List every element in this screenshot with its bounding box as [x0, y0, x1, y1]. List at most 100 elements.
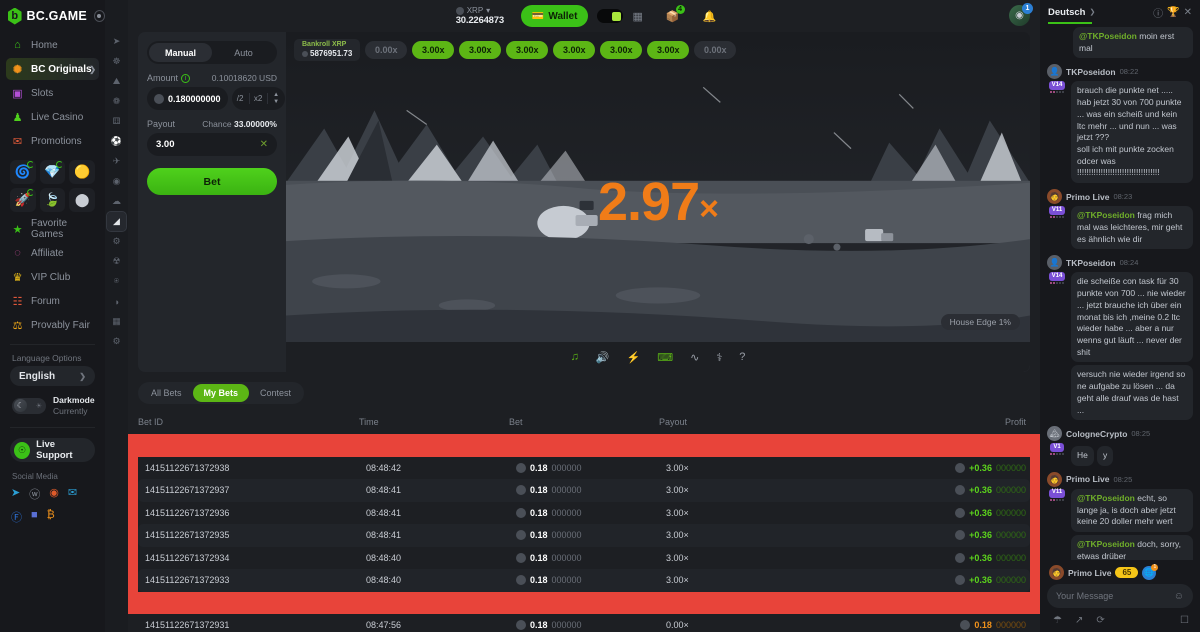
dice-rail-icon[interactable]: ⚅ [112, 116, 121, 126]
fast-icon[interactable]: ⚡ [626, 351, 641, 364]
table-row[interactable]: 14151122671372938 08:48:42 0.18 000000 3.… [138, 457, 1030, 480]
tab-manual[interactable]: Manual [149, 43, 212, 62]
telegram-icon[interactable]: ➤ [11, 487, 21, 500]
globe-icon[interactable]: 🌐 1 [1142, 563, 1159, 580]
keyboard-icon[interactable]: ⌨ [657, 351, 674, 364]
rocket2-rail-icon[interactable]: ✈ [112, 156, 121, 166]
reddit-icon[interactable]: ◉ [49, 487, 59, 500]
tab-auto[interactable]: Auto [234, 47, 253, 58]
brand-header[interactable]: b BC.GAME [0, 0, 105, 32]
halve-button[interactable]: /2 [236, 94, 244, 103]
stack-game-icon[interactable]: ⬤ [69, 188, 95, 212]
weibo-icon[interactable]: ⓦ [29, 489, 41, 502]
sound-icon[interactable]: 🔊 [595, 351, 610, 364]
darkmode-toggle[interactable]: ☾ ☀ [12, 397, 46, 414]
table-row[interactable]: 14151122671372933 08:48:40 0.18 000000 3.… [138, 569, 1030, 592]
message-username[interactable]: TKPoseidon [1066, 66, 1116, 77]
leaf-game-icon[interactable]: 🍃 [39, 188, 66, 212]
discord-icon[interactable]: ■ [31, 509, 38, 522]
chat-input[interactable]: Your Message ☺ [1047, 584, 1193, 608]
message-username[interactable]: TKPoseidon [1066, 257, 1116, 268]
flower-rail-icon[interactable]: ❁ [112, 96, 121, 106]
tip-icon[interactable]: ↗ [1074, 615, 1084, 626]
wheel-rail-icon[interactable]: ☸ [112, 56, 121, 66]
refresh-icon[interactable]: ⟳ [1096, 615, 1105, 626]
tab-contest[interactable]: Contest [260, 388, 292, 398]
avatar[interactable]: 👤 [1047, 64, 1062, 80]
sidebar-item-home[interactable]: ⌂ Home [6, 34, 99, 56]
spin-buttons[interactable]: ▲ ▼ [273, 92, 280, 105]
chat-language[interactable]: Deutsch [1048, 6, 1086, 18]
theme-toggle[interactable] [597, 9, 624, 23]
darkmode-row[interactable]: ☾ ☀ Darkmode Currently [0, 386, 105, 421]
table-row[interactable]: 14151122671372937 08:48:41 0.18 000000 3.… [138, 479, 1030, 502]
bitcointalk-icon[interactable]: ₿ [46, 509, 55, 522]
avatar[interactable]: 👤 [1047, 255, 1062, 271]
coin-badge[interactable]: 65 [1115, 567, 1139, 578]
emoji-icon[interactable]: ☺ [1173, 590, 1184, 602]
sidebar-item-forum[interactable]: ☷ Forum [6, 290, 99, 312]
balloon-rail-icon[interactable]: ⚽ [110, 136, 123, 146]
rocket-rail-icon[interactable]: ➤ [112, 36, 121, 46]
stats-icon[interactable]: ∿ [690, 351, 700, 364]
close-icon[interactable]: ✕ [259, 139, 268, 150]
mine-rail-icon[interactable]: ⛰ [112, 76, 121, 86]
message-username[interactable]: Primo Live [1066, 191, 1110, 202]
table-row[interactable]: 14151122671372935 08:48:41 0.18 000000 3.… [138, 524, 1030, 547]
ring-rail-icon[interactable]: ⍟ [113, 276, 120, 286]
collapse-icon[interactable]: ☐ [1180, 615, 1189, 626]
sidebar-item-favorite-games[interactable]: ★ Favorite Games [6, 218, 99, 240]
sidebar-item-bc-originals[interactable]: ✺ BC Originals ❯ [6, 58, 99, 80]
sidebar-item-affiliate[interactable]: ◌ Affiliate [6, 242, 99, 264]
chevron-right-icon[interactable]: ❯ [1089, 9, 1096, 16]
language-selector[interactable]: English ❯ [10, 366, 95, 386]
amount-input[interactable]: 0.180000000 [147, 87, 228, 110]
payout-input[interactable]: 3.00 ✕ [147, 133, 277, 156]
trophy-icon[interactable]: 🏆 [1167, 6, 1180, 18]
limbo-rail-icon[interactable]: ◢ [106, 211, 127, 232]
coin-game-icon[interactable]: 🟡 [69, 160, 95, 184]
tab-my-bets[interactable]: My Bets [192, 384, 250, 402]
info-icon[interactable]: i [181, 73, 191, 83]
settings-rail-icon[interactable]: ⚙ [112, 336, 121, 346]
table-row[interactable]: 14151122671372939 08:48:42 0.18 000000 0.… [138, 434, 1030, 457]
double-button[interactable]: x2 [253, 94, 263, 103]
message-username[interactable]: Primo Live [1066, 474, 1110, 485]
avatar[interactable]: 🧑 [1047, 471, 1062, 487]
eye-rail-icon[interactable]: ◉ [112, 176, 121, 186]
facebook-icon[interactable]: Ⓕ [11, 512, 22, 525]
bomb-rail-icon[interactable]: ☢ [112, 256, 121, 266]
help-icon[interactable]: ? [739, 351, 746, 363]
avatar[interactable]: 🧑 [1047, 189, 1062, 205]
rain-icon[interactable]: ☂ [1053, 615, 1062, 626]
sidebar-item-vip-club[interactable]: ♛ VIP Club [6, 266, 99, 288]
twitter-icon[interactable]: ✉ [67, 487, 78, 500]
balance-chip[interactable]: XRP ▾ 30.2264873 [452, 4, 512, 28]
rocket-game-icon[interactable]: 🚀 [10, 188, 36, 212]
spiral-game-icon[interactable]: 🌀 [10, 160, 36, 184]
circle-rail-icon[interactable]: ◑ [113, 296, 120, 307]
table-row[interactable]: 14151122671372936 08:48:41 0.18 000000 3.… [138, 502, 1030, 525]
sidebar-item-provably-fair[interactable]: ⚖ Provably Fair [6, 314, 99, 336]
gear2-rail-icon[interactable]: ⚙ [112, 236, 121, 246]
avatar[interactable]: 🏔 [1047, 426, 1062, 442]
tab-all-bets[interactable]: All Bets [151, 388, 182, 398]
wallet-button[interactable]: 💳 Wallet [520, 5, 589, 27]
cloud-rail-icon[interactable]: ☁ [112, 196, 121, 206]
table-row[interactable]: 14151122671372934 08:48:40 0.18 000000 3.… [138, 547, 1030, 570]
bet-button[interactable]: Bet [147, 168, 277, 195]
message-username[interactable]: CologneCrypto [1066, 428, 1128, 439]
fairness-icon[interactable]: ⚕ [716, 351, 723, 364]
sidebar-item-promotions[interactable]: ✉ Promotions [6, 130, 99, 152]
table-row[interactable]: 14151122671372931 08:47:56 0.18 000000 0.… [138, 614, 1030, 632]
sidebar-item-slots[interactable]: ▣ Slots [6, 82, 99, 104]
card-rail-icon[interactable]: ▦ [112, 316, 121, 326]
table-row[interactable]: 14151122671372932 08:48:04 0.18 000000 0.… [138, 591, 1030, 614]
close-icon[interactable]: ✕ [1183, 6, 1192, 18]
live-support-button[interactable]: ☉ Live Support [10, 438, 95, 463]
music-icon[interactable]: ♫ [570, 351, 579, 363]
bell-icon[interactable]: 🔔 [702, 10, 717, 23]
record-dot-icon[interactable] [93, 10, 105, 22]
grid-icon[interactable]: ▦ [632, 10, 643, 23]
info-circle-icon[interactable]: ⓘ [1153, 8, 1164, 20]
